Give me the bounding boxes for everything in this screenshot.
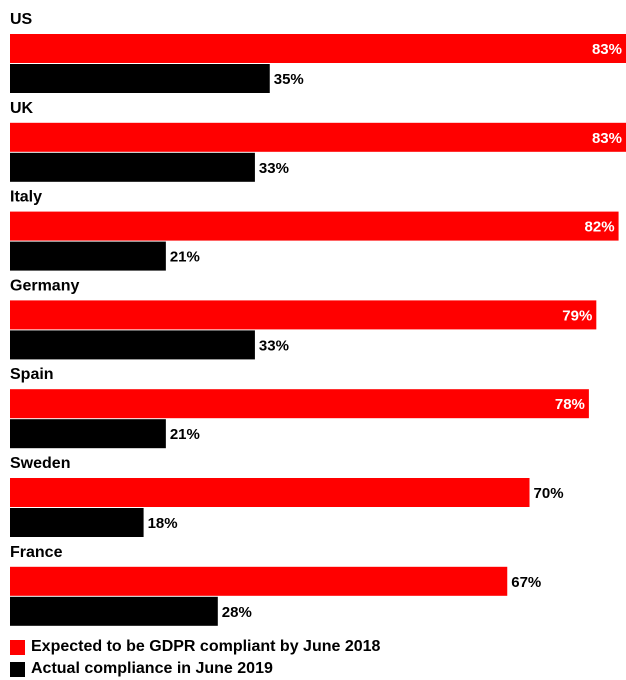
- category-label-us: US: [10, 11, 33, 28]
- value-label-expected-germany: 79%: [562, 307, 592, 324]
- value-label-expected-uk: 83%: [592, 130, 622, 147]
- value-label-expected-us: 83%: [592, 41, 622, 58]
- bar-expected-germany: [10, 300, 597, 330]
- bar-expected-spain: [10, 389, 589, 419]
- value-label-actual-germany: 33%: [259, 337, 289, 354]
- bar-actual-sweden: [10, 508, 144, 537]
- category-label-sweden: Sweden: [10, 455, 70, 472]
- bar-actual-spain: [10, 419, 166, 449]
- legend-label-actual: Actual compliance in June 2019: [31, 660, 273, 677]
- value-label-actual-sweden: 18%: [148, 515, 178, 532]
- bar-actual-italy: [10, 241, 166, 271]
- category-label-spain: Spain: [10, 366, 54, 383]
- bar-actual-us: [10, 64, 270, 93]
- category-label-uk: UK: [10, 100, 34, 117]
- value-label-actual-uk: 33%: [259, 160, 289, 177]
- value-label-expected-sweden: 70%: [534, 485, 564, 502]
- bar-actual-uk: [10, 152, 255, 182]
- bar-actual-france: [10, 596, 218, 626]
- legend-swatch-expected: [10, 639, 25, 655]
- bar-actual-germany: [10, 330, 255, 360]
- category-label-france: France: [10, 544, 63, 561]
- value-label-actual-us: 35%: [274, 71, 304, 88]
- legend-item-actual: Actual compliance in June 2019: [10, 658, 380, 680]
- value-label-actual-spain: 21%: [170, 426, 200, 443]
- bar-expected-uk: [10, 122, 626, 152]
- value-label-expected-italy: 82%: [585, 219, 615, 236]
- value-label-expected-france: 67%: [511, 574, 541, 591]
- bar-expected-italy: [10, 211, 619, 241]
- bar-chart: US 83% 35% UK 83% 33% Italy 82% 21% Germany 79% 33%…: [10, 11, 626, 626]
- legend-label-expected: Expected to be GDPR compliant by June 20…: [31, 638, 381, 655]
- value-label-actual-france: 28%: [222, 604, 252, 621]
- category-label-italy: Italy: [10, 189, 42, 206]
- bar-expected-us: [10, 34, 626, 63]
- legend-swatch-actual: [10, 661, 25, 677]
- bar-expected-france: [10, 566, 508, 596]
- legend-item-expected: Expected to be GDPR compliant by June 20…: [10, 636, 380, 658]
- category-label-germany: Germany: [10, 277, 79, 294]
- value-label-actual-italy: 21%: [170, 249, 200, 266]
- bar-expected-sweden: [10, 478, 530, 507]
- value-label-expected-spain: 78%: [555, 396, 585, 413]
- legend: Expected to be GDPR compliant by June 20…: [10, 636, 380, 680]
